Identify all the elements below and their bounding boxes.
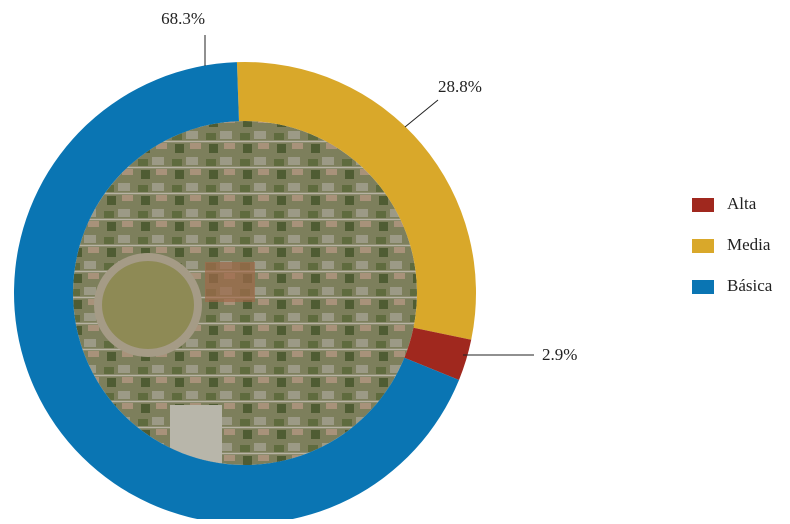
value-label: 28.8% xyxy=(438,77,482,96)
legend-swatch xyxy=(692,280,714,294)
legend-swatch xyxy=(692,239,714,253)
legend-label: Media xyxy=(727,235,771,254)
leader-line xyxy=(404,99,439,128)
legend-label: Alta xyxy=(727,194,757,213)
value-label: 2.9% xyxy=(542,345,577,364)
donut-segment xyxy=(236,62,476,340)
legend-swatch xyxy=(692,198,714,212)
value-label: 68.3% xyxy=(161,9,205,28)
center-photo xyxy=(73,121,417,465)
donut-segment xyxy=(404,327,472,380)
legend-label: Básica xyxy=(727,276,773,295)
